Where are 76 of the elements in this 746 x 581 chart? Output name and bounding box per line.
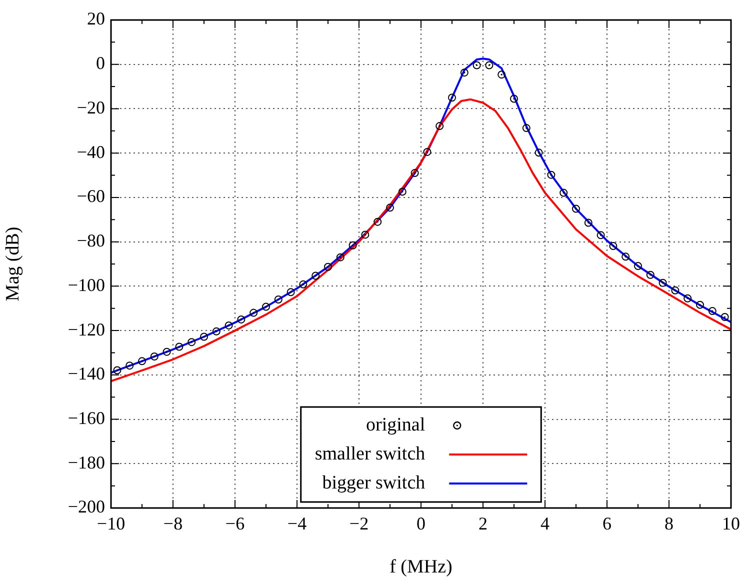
y-tick-label: −180 bbox=[68, 452, 105, 472]
x-tick-label: 4 bbox=[540, 514, 550, 534]
point bbox=[286, 288, 295, 296]
point bbox=[162, 348, 171, 356]
point bbox=[274, 295, 282, 304]
point bbox=[584, 218, 592, 227]
point bbox=[386, 204, 394, 212]
point bbox=[410, 169, 419, 178]
point bbox=[175, 342, 184, 351]
x-tick-label: 10 bbox=[722, 514, 740, 534]
x-tick-label: 0 bbox=[416, 514, 426, 534]
x-tick-label: 8 bbox=[664, 514, 674, 534]
y-tick-label: 0 bbox=[96, 53, 105, 74]
x-tick-label: −4 bbox=[287, 514, 307, 534]
point bbox=[671, 286, 680, 294]
y-tick-label: −60 bbox=[76, 186, 105, 206]
y-tick-label: −40 bbox=[76, 142, 105, 162]
point bbox=[448, 94, 456, 102]
point bbox=[609, 242, 618, 250]
y-tick-label: −80 bbox=[76, 230, 105, 251]
point bbox=[720, 313, 729, 322]
point bbox=[138, 357, 146, 366]
point bbox=[622, 252, 630, 261]
y-tick-label: −100 bbox=[68, 274, 105, 295]
x-tick-label: 6 bbox=[602, 514, 612, 534]
point bbox=[547, 170, 556, 179]
point bbox=[423, 148, 432, 156]
point bbox=[250, 308, 258, 317]
point bbox=[696, 300, 704, 309]
legend-label: bigger switch bbox=[322, 472, 426, 494]
point bbox=[312, 272, 320, 280]
point bbox=[460, 68, 468, 77]
point bbox=[224, 321, 233, 330]
point bbox=[472, 61, 481, 70]
point bbox=[126, 362, 134, 370]
point bbox=[634, 262, 642, 270]
point bbox=[596, 231, 605, 240]
point bbox=[534, 148, 543, 157]
legend-label: original bbox=[366, 414, 426, 436]
y-tick-label: −20 bbox=[76, 97, 105, 118]
legend-label: smaller switch bbox=[314, 443, 426, 464]
y-axis-title: Mag (dB) bbox=[2, 226, 24, 302]
point bbox=[299, 280, 308, 288]
point bbox=[361, 230, 370, 239]
point bbox=[560, 188, 568, 197]
point bbox=[374, 218, 382, 226]
point bbox=[572, 204, 580, 213]
point bbox=[324, 262, 332, 271]
point bbox=[658, 278, 667, 287]
point bbox=[348, 241, 357, 250]
x-tick-label: 2 bbox=[478, 514, 488, 534]
y-tick-label: −160 bbox=[68, 408, 105, 428]
y-tick-label: 20 bbox=[87, 8, 105, 29]
point bbox=[237, 315, 246, 324]
point bbox=[646, 270, 654, 279]
y-tick-label: −140 bbox=[68, 364, 105, 384]
x-tick-label: −8 bbox=[163, 514, 183, 534]
x-tick-label: −6 bbox=[225, 514, 245, 534]
point bbox=[708, 307, 716, 316]
y-tick-label: −120 bbox=[68, 319, 105, 340]
x-axis-title: f (MHz) bbox=[390, 556, 452, 578]
point bbox=[113, 366, 122, 374]
point bbox=[200, 332, 208, 341]
point bbox=[188, 338, 196, 346]
point bbox=[522, 124, 530, 132]
x-tick-label: −2 bbox=[349, 514, 369, 534]
point bbox=[436, 122, 444, 130]
point bbox=[498, 70, 506, 79]
point bbox=[684, 294, 692, 302]
point bbox=[510, 94, 518, 103]
point bbox=[150, 352, 158, 360]
point bbox=[398, 188, 406, 196]
point bbox=[485, 61, 494, 70]
point bbox=[262, 302, 270, 311]
point bbox=[336, 253, 344, 262]
point bbox=[212, 327, 220, 336]
